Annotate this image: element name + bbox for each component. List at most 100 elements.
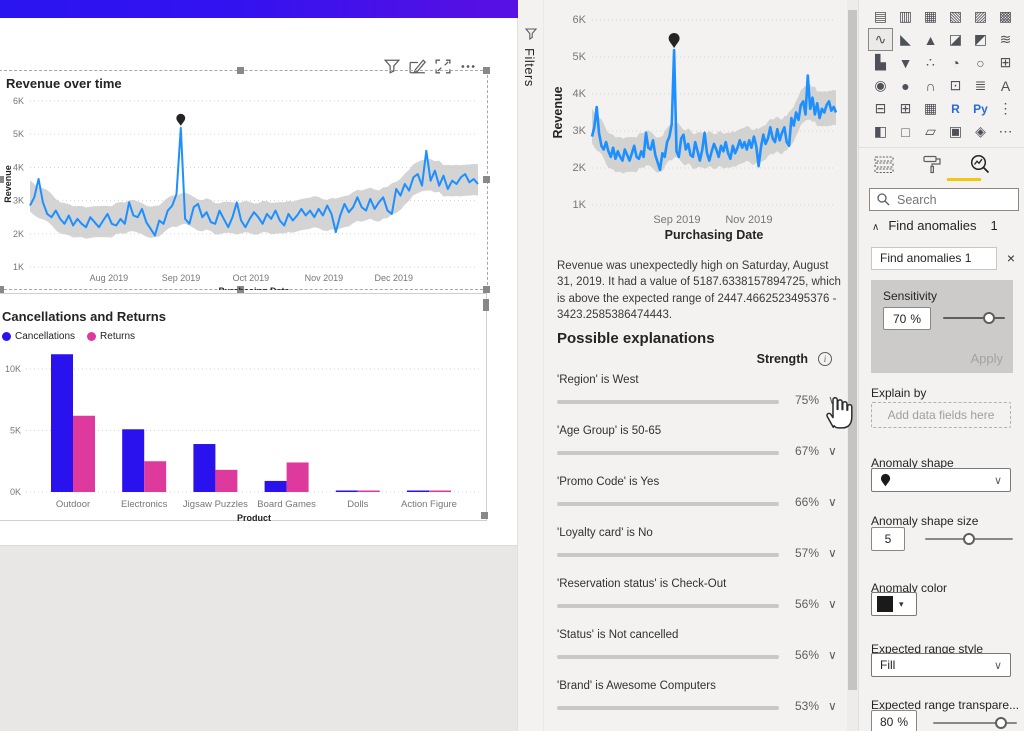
delete-rule-icon[interactable]: ×	[1006, 250, 1016, 266]
cancellations-returns-bar-visual[interactable]: Cancellations and Returns Cancellations R…	[0, 293, 492, 525]
stacked-column-chart-icon[interactable]: ▥	[898, 8, 913, 24]
map-icon[interactable]: ◉	[874, 77, 887, 93]
format-tab[interactable]	[919, 152, 945, 176]
key-influencers-icon[interactable]: ◧	[873, 123, 888, 139]
revenue-line-chart-visual[interactable]: Revenue over time 1K 2K 3K 4K 5K 6K Aug 2019 Se…	[0, 67, 492, 294]
expected-range-style-dropdown[interactable]: Fill ∨	[871, 653, 1011, 677]
chevron-down-icon[interactable]: ∨	[828, 546, 837, 560]
clustered-bar-chart-icon[interactable]: ▦	[923, 8, 938, 24]
shape-size-slider[interactable]	[925, 533, 1013, 545]
search-box[interactable]	[869, 188, 1019, 211]
resize-handle-bottom-right[interactable]	[483, 286, 490, 293]
slider-knob[interactable]	[983, 312, 995, 324]
resize-handle-right[interactable]	[483, 176, 490, 183]
chevron-down-icon[interactable]: ∨	[828, 444, 837, 458]
filled-map-icon[interactable]: ●	[901, 77, 910, 94]
table-icon[interactable]: ⊞	[899, 100, 912, 116]
python-visual-icon[interactable]: Py	[973, 101, 988, 116]
donut-chart-icon[interactable]: ○	[976, 54, 985, 71]
explanation-row[interactable]: 'Age Group' is 50-65 67% ∨	[544, 425, 847, 475]
anomaly-shape-dropdown[interactable]: ∨	[871, 468, 1011, 492]
apply-button[interactable]: Apply	[970, 351, 1003, 366]
slider-track[interactable]	[943, 317, 1005, 319]
pie-chart-icon[interactable]: ◔	[951, 54, 960, 71]
anomaly-rule-name-input[interactable]: Find anomalies 1	[871, 247, 997, 270]
sensitivity-value: 70	[892, 311, 907, 326]
chart-legend: Cancellations Returns	[2, 331, 135, 342]
filters-pane-collapsed[interactable]: Filters	[518, 0, 544, 731]
search-input[interactable]	[897, 192, 1007, 207]
more-options-icon[interactable]: ⋯	[998, 123, 1013, 139]
resize-handle-top-right[interactable]	[483, 67, 490, 74]
100-stacked-bar-chart-icon[interactable]: ▨	[973, 8, 988, 24]
ribbon-chart-icon[interactable]: ≋	[999, 31, 1012, 47]
resize-handle-bottom-right[interactable]	[481, 512, 488, 519]
resize-handle-bottom[interactable]	[237, 286, 244, 293]
anomaly-shape-size-input[interactable]: 5	[871, 527, 905, 551]
sensitivity-slider[interactable]	[943, 312, 1005, 324]
matrix-icon[interactable]: ▦	[923, 100, 938, 116]
paginated-report-icon[interactable]: ▣	[948, 123, 963, 139]
more-options-icon[interactable]	[460, 59, 476, 74]
qna-icon[interactable]: □	[901, 123, 910, 140]
resize-handle-top[interactable]	[237, 67, 244, 74]
legend-item[interactable]: Returns	[87, 331, 135, 342]
expand-filters-icon[interactable]	[524, 28, 538, 46]
slider-knob[interactable]	[963, 533, 975, 545]
line-chart-icon[interactable]: ∿	[868, 28, 893, 51]
svg-text:Oct 2019: Oct 2019	[233, 273, 270, 283]
waterfall-chart-icon[interactable]: ▙	[875, 54, 886, 70]
funnel-chart-icon[interactable]: ▼	[898, 54, 913, 71]
resize-handle-bottom-left[interactable]	[0, 286, 4, 293]
chevron-down-icon[interactable]: ∨	[828, 648, 837, 662]
100-stacked-column-chart-icon[interactable]: ▩	[998, 8, 1013, 24]
stacked-bar-chart-icon[interactable]: ▤	[873, 8, 888, 24]
info-icon[interactable]: i	[818, 352, 832, 366]
find-anomalies-section-header[interactable]: ∧ Find anomalies 1	[872, 218, 1012, 233]
card-icon[interactable]: ⊡	[949, 77, 962, 93]
legend-item[interactable]: Cancellations	[2, 331, 75, 342]
explanation-row[interactable]: 'Promo Code' is Yes 66% ∨	[544, 476, 847, 526]
chevron-down-icon[interactable]: ∨	[828, 699, 837, 713]
resize-handle-top-right[interactable]	[483, 299, 489, 311]
chevron-down-icon[interactable]: ∨	[828, 597, 837, 611]
line-and-clustered-column-chart-icon[interactable]: ◩	[973, 31, 988, 47]
scrollbar-thumb[interactable]	[848, 10, 857, 690]
line-and-stacked-column-chart-icon[interactable]: ◪	[948, 31, 963, 47]
r-script-visual-icon[interactable]: R	[951, 101, 960, 116]
area-chart-icon[interactable]: ◣	[900, 31, 911, 47]
clustered-column-chart-icon[interactable]: ▧	[948, 8, 963, 24]
chevron-down-icon[interactable]: ∨	[828, 495, 837, 509]
strength-bar	[557, 604, 779, 608]
smart-narrative-icon[interactable]: ▱	[925, 123, 936, 139]
arcgis-map-icon[interactable]: ◈	[975, 123, 986, 139]
slider-track[interactable]	[933, 722, 1017, 724]
explain-by-dropzone[interactable]: Add data fields here	[871, 402, 1011, 428]
slicer-icon[interactable]: ⊟	[874, 100, 887, 116]
gauge-icon[interactable]: ∩	[925, 77, 936, 94]
slider-knob[interactable]	[995, 717, 1007, 729]
analytics-tab[interactable]	[967, 152, 993, 176]
expected-range-transparency-input[interactable]: 80 %	[871, 710, 917, 731]
explanation-row[interactable]: 'Brand' is Awesome Computers 53% ∨	[544, 680, 847, 730]
teardrop-marker-icon	[880, 473, 891, 487]
possible-explanations-heading: Possible explanations	[557, 330, 715, 347]
fields-tab[interactable]	[871, 152, 897, 176]
multi-row-card-icon[interactable]: ≣	[974, 77, 987, 93]
transparency-slider[interactable]	[933, 717, 1017, 729]
stacked-area-chart-icon[interactable]: ▲	[923, 31, 938, 48]
kpi-icon[interactable]: A	[1000, 77, 1011, 94]
scatter-chart-icon[interactable]: ∴	[926, 54, 935, 70]
selected-tab-underline	[947, 178, 981, 181]
scrollbar[interactable]	[847, 0, 858, 731]
anomaly-color-picker[interactable]: ▾	[871, 592, 917, 616]
explanation-row[interactable]: 'Loyalty card' is No 57% ∨	[544, 527, 847, 577]
explanation-row[interactable]: 'Status' is Not cancelled 56% ∨	[544, 629, 847, 679]
treemap-icon[interactable]: ⊞	[999, 54, 1012, 70]
explanation-row[interactable]: 'Reservation status' is Check-Out 56% ∨	[544, 578, 847, 628]
resize-handle-left[interactable]	[0, 176, 4, 183]
decomposition-tree-icon[interactable]: ⋮	[998, 100, 1013, 116]
sensitivity-input[interactable]: 70 %	[883, 307, 931, 330]
bar-cancellations	[51, 354, 73, 492]
